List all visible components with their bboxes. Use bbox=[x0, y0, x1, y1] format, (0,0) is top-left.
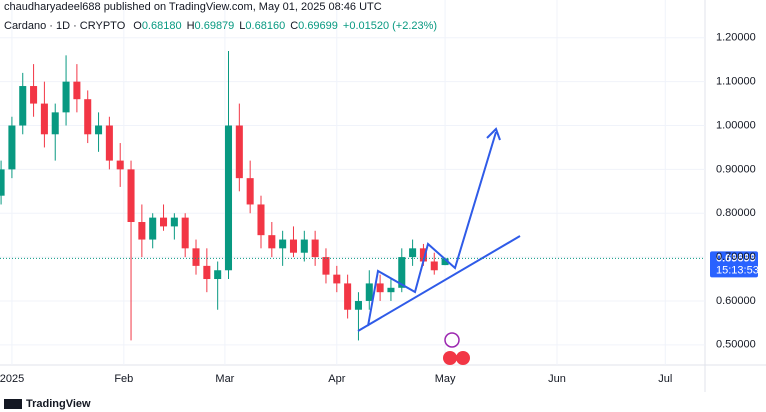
candle-body bbox=[19, 86, 27, 126]
y-tick-label: 1.20000 bbox=[716, 32, 756, 44]
candle-body bbox=[235, 125, 243, 179]
icon bbox=[456, 351, 470, 365]
candle-body bbox=[73, 81, 81, 100]
footer-logo: TradingView bbox=[26, 398, 91, 410]
x-tick-label: Feb bbox=[114, 373, 133, 385]
change: +0.01520 (+2.23%) bbox=[343, 20, 437, 32]
ohlc-value: 0.69699 bbox=[298, 20, 338, 32]
x-tick-label: Apr bbox=[328, 373, 345, 385]
candle-body bbox=[8, 125, 16, 170]
projection-path bbox=[367, 131, 497, 327]
candle-body bbox=[333, 274, 341, 284]
candle-body bbox=[95, 125, 103, 135]
symbol: Cardano · 1D · CRYPTO bbox=[4, 20, 126, 32]
candle-body bbox=[441, 258, 449, 266]
y-tick-label: 0.90000 bbox=[716, 163, 756, 175]
ohlc-key: O bbox=[133, 20, 142, 32]
candle-body bbox=[257, 204, 265, 236]
candle-body bbox=[224, 125, 233, 271]
candle-body bbox=[268, 235, 276, 249]
candle-body bbox=[311, 239, 319, 258]
candle-body bbox=[246, 178, 254, 205]
candle-body bbox=[30, 86, 38, 104]
x-tick-label: 2025 bbox=[0, 373, 24, 385]
candle-body bbox=[84, 99, 92, 135]
candle-body bbox=[116, 160, 124, 170]
candle-body bbox=[300, 239, 308, 253]
candle-body bbox=[430, 261, 438, 271]
trendline bbox=[357, 235, 521, 332]
price-tag-box bbox=[710, 251, 758, 278]
y-tick-label: 1.10000 bbox=[716, 76, 756, 88]
icon bbox=[444, 332, 460, 348]
candle-body bbox=[62, 81, 70, 113]
publisher: chaudharyadeel688 published on TradingVi… bbox=[4, 1, 382, 13]
x-tick-label: Mar bbox=[215, 373, 234, 385]
candle-body bbox=[0, 169, 5, 196]
arrow-head bbox=[486, 127, 501, 141]
candle-body bbox=[419, 248, 427, 262]
ohlc-value: 0.69879 bbox=[195, 20, 235, 32]
x-tick-label: Jul bbox=[658, 373, 672, 385]
ohlc-key: C bbox=[290, 20, 298, 32]
candle-body bbox=[387, 287, 395, 293]
y-tick-label: 0.60000 bbox=[716, 295, 756, 307]
logo-icon bbox=[4, 399, 22, 409]
legend: Cardano · 1D · CRYPTO O 0.68180 H 0.69879 L 0.… bbox=[4, 20, 437, 32]
candle-body bbox=[354, 300, 362, 310]
icon bbox=[443, 351, 457, 365]
candle-body bbox=[279, 239, 287, 249]
candle-body bbox=[160, 217, 168, 227]
y-tick-label: 0.50000 bbox=[716, 339, 756, 351]
candle-body bbox=[127, 169, 135, 223]
y-tick-label: 0.80000 bbox=[716, 207, 756, 219]
x-tick-label: May bbox=[435, 373, 456, 385]
price-tag-value: 0.69699 bbox=[716, 252, 756, 264]
y-tick-label: 1.00000 bbox=[716, 119, 756, 131]
event-icons bbox=[443, 332, 470, 365]
candle-body bbox=[322, 257, 330, 275]
candle-body bbox=[398, 257, 406, 288]
candle-body bbox=[170, 217, 178, 227]
ohlc-value: 0.68160 bbox=[245, 20, 285, 32]
grid bbox=[0, 0, 705, 365]
ohlc-value: 0.68180 bbox=[142, 20, 182, 32]
ohlc-key: H bbox=[187, 20, 195, 32]
candle-body bbox=[365, 283, 373, 301]
x-tick-label: Jun bbox=[548, 373, 566, 385]
candle-body bbox=[214, 270, 222, 280]
candle-body bbox=[149, 217, 157, 240]
candle-body bbox=[409, 248, 417, 258]
candle-body bbox=[289, 239, 297, 253]
candles bbox=[0, 50, 449, 341]
y-tick-label: 0.70000 bbox=[716, 251, 756, 263]
candle-body bbox=[203, 265, 211, 280]
candle-body bbox=[376, 283, 384, 293]
candle-body bbox=[40, 103, 48, 135]
candle-body bbox=[192, 248, 200, 266]
drawings bbox=[357, 127, 521, 332]
ohlc-key: L bbox=[239, 20, 245, 32]
price-tag-countdown: 15:13:53 bbox=[716, 264, 759, 276]
candle-body bbox=[138, 222, 146, 240]
candle-body bbox=[51, 112, 59, 135]
candle-body bbox=[105, 125, 113, 161]
candle-body bbox=[344, 283, 352, 310]
candle-body bbox=[181, 217, 189, 249]
